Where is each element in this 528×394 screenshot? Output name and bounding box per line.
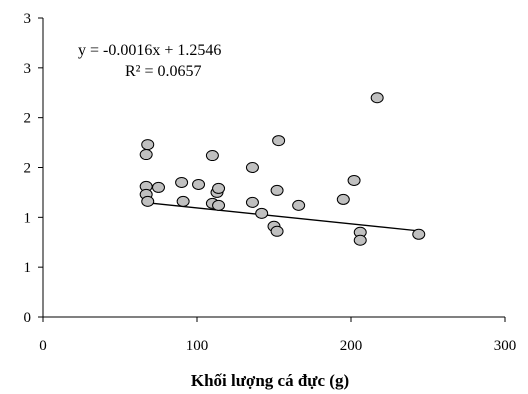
data-point bbox=[353, 234, 367, 246]
data-point bbox=[212, 182, 226, 194]
x-axis-title: Khối lượng cá đực (g) bbox=[191, 371, 349, 390]
y-tick-label: 3 bbox=[24, 61, 32, 77]
y-tick-label: 1 bbox=[24, 260, 32, 276]
data-points bbox=[139, 92, 426, 246]
data-point bbox=[255, 207, 269, 219]
trendline bbox=[147, 202, 419, 232]
data-point bbox=[336, 193, 350, 205]
data-point bbox=[141, 139, 155, 151]
y-tick-label: 0 bbox=[24, 310, 32, 326]
data-point bbox=[292, 199, 306, 211]
y-tick-label: 3 bbox=[24, 11, 32, 27]
data-point bbox=[270, 184, 284, 196]
y-tick-label: 2 bbox=[24, 161, 32, 177]
data-point bbox=[270, 225, 284, 237]
trendline-group bbox=[147, 202, 419, 232]
x-tick-label: 100 bbox=[186, 338, 209, 354]
x-tick-label: 0 bbox=[39, 338, 47, 354]
regression-equation: y = -0.0016x + 1.2546 bbox=[78, 42, 221, 59]
data-point bbox=[205, 150, 219, 162]
r-squared-label: R² = 0.0657 bbox=[125, 63, 202, 80]
data-point bbox=[212, 199, 226, 211]
data-point bbox=[152, 181, 165, 193]
y-tick-label: 2 bbox=[24, 111, 32, 127]
data-point bbox=[192, 178, 206, 190]
data-point bbox=[245, 162, 259, 173]
data-point bbox=[141, 195, 155, 207]
data-point bbox=[370, 92, 384, 104]
data-point bbox=[272, 135, 286, 147]
data-point bbox=[176, 195, 190, 207]
data-point bbox=[139, 149, 153, 161]
x-tick-label: 300 bbox=[494, 338, 517, 354]
data-point bbox=[347, 174, 361, 186]
data-point bbox=[175, 176, 189, 188]
data-point bbox=[412, 228, 426, 240]
y-tick-label: 1 bbox=[24, 210, 32, 226]
axes: 0 1 1 2 2 3 3 0 100 200 300 bbox=[24, 11, 517, 354]
data-point bbox=[245, 196, 259, 208]
x-tick-label: 200 bbox=[340, 338, 363, 354]
